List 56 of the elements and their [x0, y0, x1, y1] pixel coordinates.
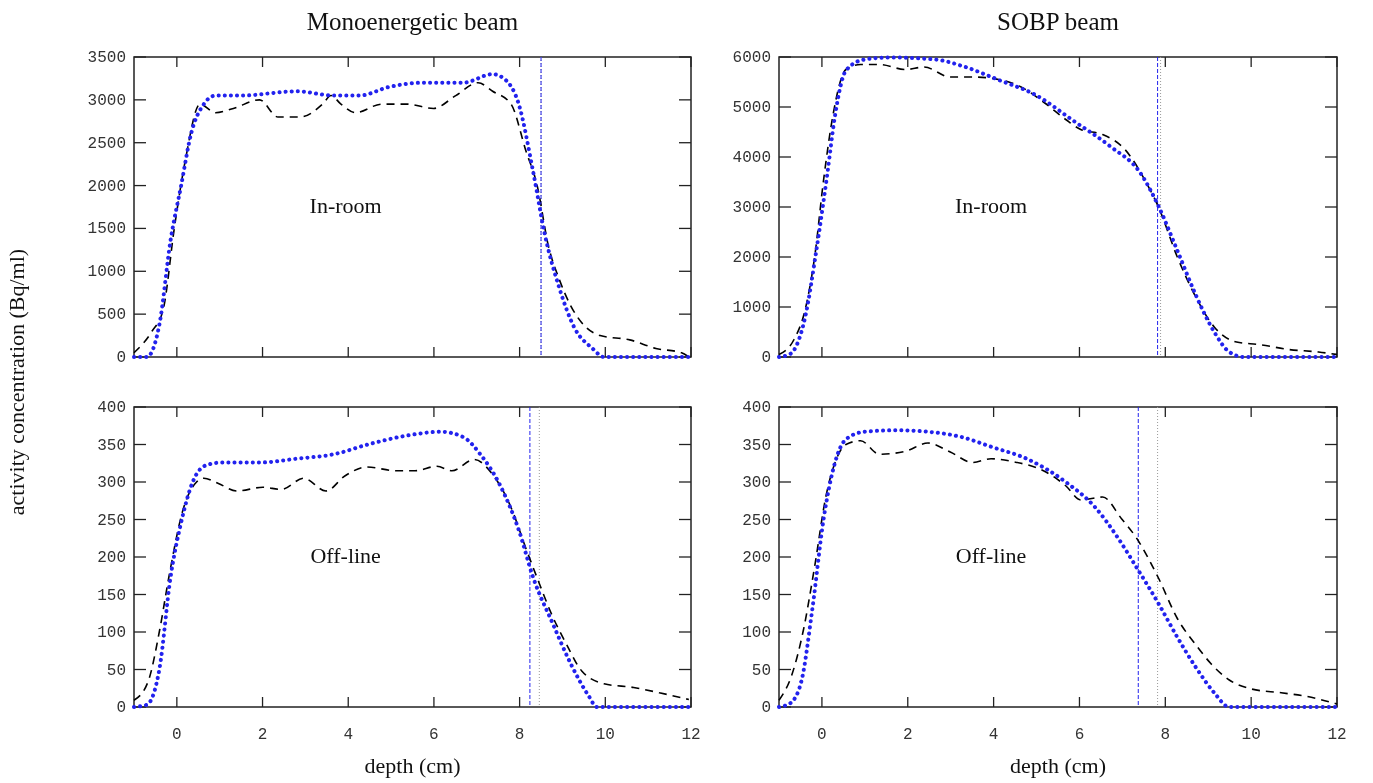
x-axis-title: depth (cm) — [1010, 753, 1106, 778]
x-tick-label: 8 — [1160, 726, 1171, 744]
y-tick-label: 5000 — [732, 99, 771, 117]
y-tick-label: 400 — [742, 399, 771, 417]
y-tick-label: 250 — [742, 511, 771, 530]
y-tick-label: 3500 — [87, 49, 126, 67]
y-tick-label: 300 — [742, 474, 771, 492]
y-tick-label: 3000 — [87, 91, 126, 110]
y-tick-label: 350 — [742, 436, 771, 455]
y-tick-label: 400 — [97, 399, 126, 417]
y-tick-label: 2500 — [87, 134, 126, 153]
y-tick-label: 500 — [97, 306, 126, 325]
x-tick-label: 4 — [988, 726, 999, 744]
y-tick-label: 50 — [106, 661, 126, 680]
y-tick-label: 0 — [761, 699, 771, 717]
y-tick-label: 100 — [97, 624, 126, 642]
annotation: In-room — [309, 193, 382, 218]
x-tick-label: 10 — [1241, 726, 1261, 744]
annotation: Off-line — [955, 543, 1027, 568]
y-tick-label: 150 — [97, 586, 126, 605]
y-tick-label: 350 — [97, 436, 126, 455]
x-tick-label: 4 — [343, 726, 354, 744]
y-tick-label: 100 — [742, 624, 771, 642]
chart-title: Monoenergetic beam — [306, 8, 519, 35]
y-tick-label: 50 — [751, 661, 771, 680]
x-tick-label: 6 — [429, 726, 439, 744]
y-tick-label: 150 — [742, 586, 771, 605]
y-tick-label: 2000 — [87, 177, 126, 196]
y-tick-label: 250 — [97, 511, 126, 530]
y-tick-label: 4000 — [732, 149, 771, 167]
y-tick-label: 200 — [742, 549, 771, 567]
y-tick-label: 300 — [97, 474, 126, 492]
y-tick-label: 0 — [116, 349, 126, 367]
y-tick-label: 6000 — [732, 49, 771, 67]
y-tick-label: 1000 — [732, 299, 771, 317]
y-axis-title: activity concentration (Bq/ml) — [4, 248, 29, 516]
y-tick-label: 0 — [761, 349, 771, 367]
y-tick-label: 200 — [97, 549, 126, 567]
y-tick-label: 3000 — [732, 199, 771, 217]
y-tick-label: 1500 — [87, 220, 126, 239]
y-tick-label: 1000 — [87, 263, 126, 282]
x-tick-label: 10 — [595, 726, 615, 744]
x-tick-label: 0 — [817, 726, 827, 744]
y-tick-label: 0 — [116, 699, 126, 717]
x-tick-label: 0 — [172, 726, 182, 744]
x-tick-label: 12 — [681, 726, 701, 744]
x-tick-label: 6 — [1074, 726, 1085, 744]
x-tick-label: 12 — [1327, 726, 1347, 744]
x-tick-label: 8 — [514, 726, 525, 744]
chart-title: SOBP beam — [997, 8, 1120, 35]
x-tick-label: 2 — [257, 726, 268, 744]
x-axis-title: depth (cm) — [364, 753, 461, 778]
y-tick-label: 2000 — [732, 249, 771, 267]
x-tick-label: 2 — [902, 726, 913, 744]
annotation: In-room — [954, 193, 1028, 218]
annotation: Off-line — [310, 543, 381, 568]
